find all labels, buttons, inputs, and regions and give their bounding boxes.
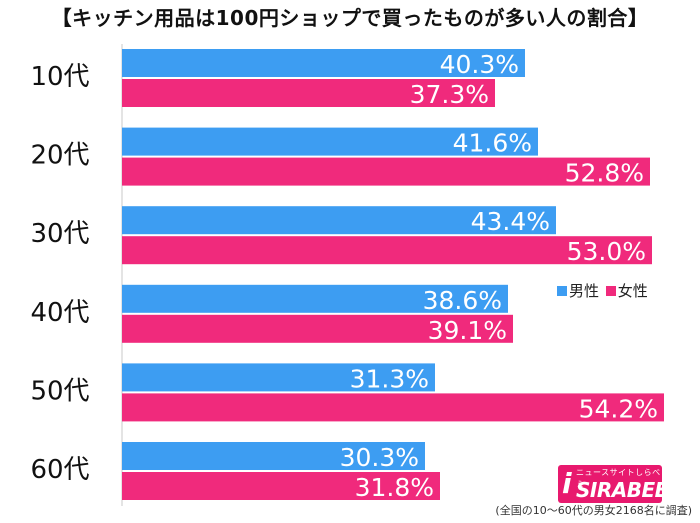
bar-female — [122, 472, 440, 500]
bar-value-label: 53.0% — [567, 237, 646, 266]
bar-male — [122, 284, 508, 313]
bar-value-label: 30.3% — [340, 443, 419, 472]
bar-value-label: 37.3% — [410, 80, 489, 109]
bar-value-label: 41.6% — [453, 129, 532, 158]
bar-male — [122, 442, 425, 470]
sirabee-logo: i ニュースサイトしらべぇ SIRABEE — [558, 465, 662, 503]
bar-female — [122, 314, 513, 343]
bar-female — [122, 236, 652, 265]
chart-title: 【キッチン用品は100円ショップで買ったものが多い人の割合】 — [51, 6, 649, 30]
legend-label-male: 男性 — [569, 282, 600, 300]
legend-swatch-male — [557, 285, 567, 296]
bar-value-label: 31.8% — [355, 473, 434, 502]
category-label: 10代 — [30, 62, 89, 92]
bar-male — [122, 206, 556, 235]
bar-value-label: 38.6% — [423, 286, 502, 315]
legend-label-female: 女性 — [617, 282, 648, 300]
bar-value-label: 43.4% — [471, 207, 550, 236]
bar-male — [122, 363, 435, 392]
category-label: 20代 — [30, 141, 89, 171]
bar-value-label: 39.1% — [428, 316, 507, 345]
bar-female — [122, 393, 664, 422]
legend: 男性 女性 — [553, 280, 650, 302]
bar-value-label: 31.3% — [350, 364, 429, 393]
bar-female — [122, 157, 650, 186]
logo-wordmark: SIRABEE — [576, 478, 662, 502]
category-label: 60代 — [30, 455, 89, 485]
bar-male — [122, 127, 538, 156]
logo-tagline: ニュースサイトしらべぇ — [576, 468, 661, 488]
bar-value-label: 54.2% — [579, 394, 658, 423]
category-label: 30代 — [30, 219, 89, 249]
category-label: 40代 — [30, 298, 89, 328]
bar-female — [122, 79, 495, 107]
bar-value-label: 40.3% — [440, 50, 519, 79]
legend-swatch-female — [605, 285, 616, 296]
category-label: 50代 — [30, 376, 89, 406]
logo-initial: i — [562, 467, 572, 500]
bar-male — [122, 49, 525, 77]
survey-footnote: (全国の10～60代の男女2168名に調査) — [495, 504, 692, 517]
bar-value-label: 52.8% — [565, 159, 644, 188]
